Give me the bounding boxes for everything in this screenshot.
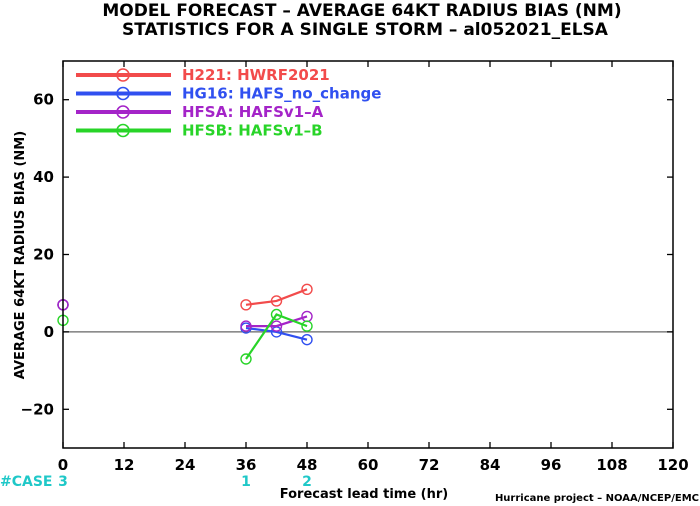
data-point [270,295,283,307]
legend-item: HG16: HAFS_no_change [76,85,381,103]
chart-title: MODEL FORECAST – AVERAGE 64KT RADIUS BIA… [102,1,621,21]
legend-label: HG16: HAFS_no_change [182,85,381,103]
y-axis: −20 0 20 40 60 [21,91,673,418]
x-tick-label: 36 [236,456,257,474]
data-point [301,283,313,296]
y-tick-label: 40 [33,168,54,186]
data-point [270,308,283,321]
legend-marker [116,68,130,82]
legend-label: HFSA: HAFSv1–A [182,103,324,121]
series-4 [57,308,313,365]
data-point [301,320,313,332]
legend-item: HFSB: HAFSv1–B [76,122,323,140]
legend-item: HFSA: HAFSv1–A [76,103,324,121]
case-count: 3 [58,474,68,490]
legend-marker [116,123,130,138]
credit-text: Hurricane project – NOAA/NCEP/EMC [495,493,699,504]
data-point [240,299,252,311]
x-tick-label: 0 [58,456,68,474]
data-point [301,333,313,346]
data-point [240,353,252,365]
legend-label: H221: HWRF2021 [182,66,330,84]
case-count: 2 [302,474,312,490]
x-tick-label: 12 [114,456,135,474]
x-axis-label: Forecast lead time (hr) [280,487,448,502]
x-tick-label: 48 [297,456,318,474]
x-axis: 0 12 24 36 48 60 72 84 96 108 120 [58,61,689,474]
plot-frame [62,60,674,449]
y-tick-label: 20 [33,246,54,264]
x-tick-label: 108 [596,456,627,474]
case-count: 1 [241,474,251,490]
x-tick-label: 84 [480,456,501,474]
case-label: #CASE [0,474,53,490]
case-row: #CASE 3 1 2 [0,474,312,490]
data-point [240,320,252,332]
series-line [246,315,308,328]
x-tick-label: 60 [358,456,379,474]
y-tick-label: 0 [44,323,54,341]
legend-marker [116,105,130,119]
x-tick-label: 120 [657,456,688,474]
series-line [245,313,308,360]
x-tick-label: 72 [419,456,440,474]
y-tick-label: −20 [21,400,54,418]
x-tick-label: 96 [541,456,562,474]
legend-item: H221: HWRF2021 [76,66,330,84]
y-tick-label: 60 [33,91,54,109]
legend-label: HFSB: HAFSv1–B [182,122,323,140]
series-line [245,326,308,341]
series-line [245,288,308,306]
data-point [270,320,283,332]
chart-subtitle: STATISTICS FOR A SINGLE STORM – al052021… [122,20,609,40]
series-1 [57,283,313,311]
y-axis-label: AVERAGE 64KT RADIUS BIAS (NM) [13,131,28,379]
x-tick-label: 24 [175,456,196,474]
series-layer [57,283,313,365]
legend-marker [116,86,130,101]
